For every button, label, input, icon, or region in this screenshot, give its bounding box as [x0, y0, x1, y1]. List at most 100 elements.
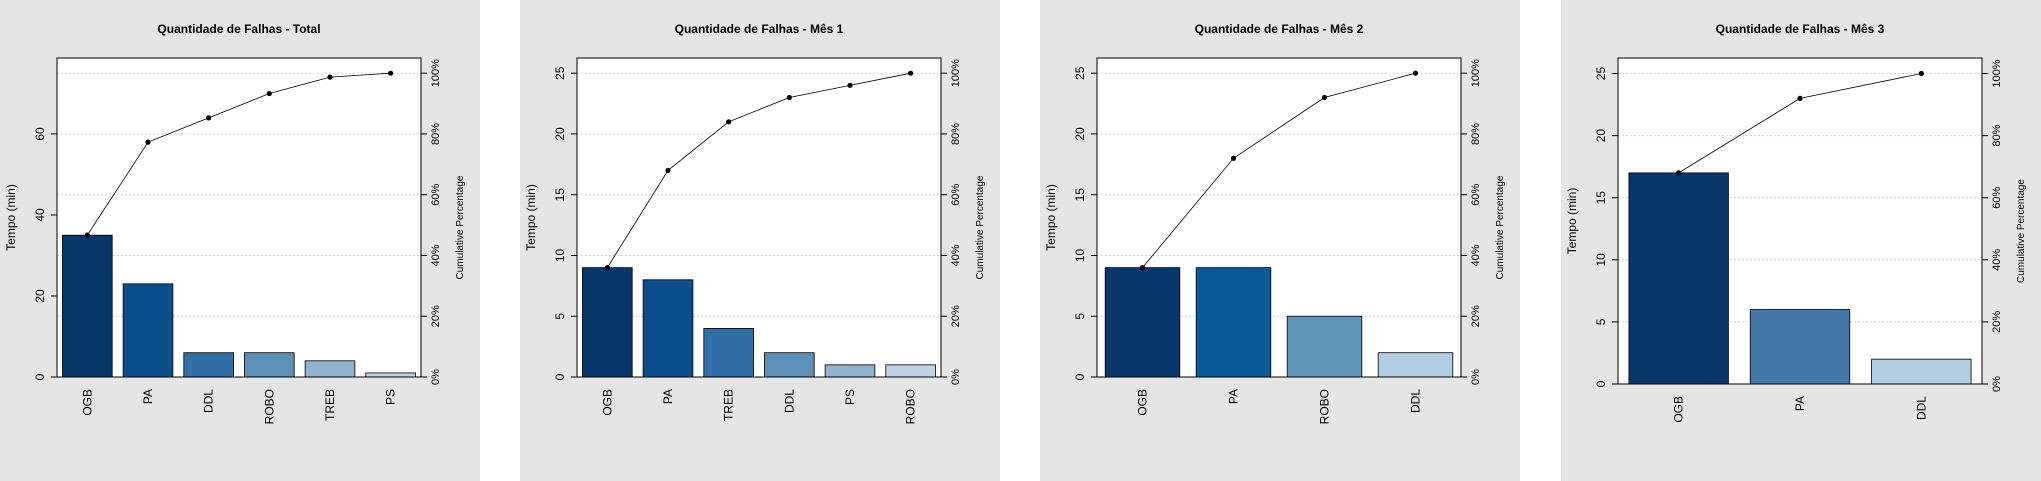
- x-tick-label: ROBO: [1318, 389, 1332, 424]
- chart-title: Quantidade de Falhas - Mês 1: [675, 22, 844, 36]
- y2-tick-label: 0%: [950, 369, 962, 385]
- y-tick-label: 25: [553, 66, 567, 80]
- x-tick-label: DDL: [1409, 389, 1423, 413]
- cumulative-point-ps: [847, 82, 853, 88]
- cumulative-point-ddl: [206, 115, 212, 121]
- chart-mes-1: 0 5 10 15 20 25 0% 20% 40% 60% 80% 100% OGB PA TREB DDL…: [524, 22, 986, 424]
- chart-panel-mes-3: 0 5 10 15 20 25 0% 20% 40% 60% 80% 100% OGB PA DDL Quan…: [1561, 0, 2041, 481]
- chart-total: 0 20 40 60 0% 20% 40% 60% 80% 100% OGB PA DDL ROBO TRE…: [4, 22, 466, 424]
- cumulative-point-ps: [388, 70, 394, 76]
- y-axis-label: Tempo (min): [1565, 188, 1579, 255]
- x-tick-label: DDL: [1914, 396, 1928, 420]
- bar-robo: [885, 364, 936, 378]
- y2-axis-label: Cumulative Percentage: [455, 175, 466, 279]
- y-tick-label: 15: [1073, 188, 1087, 202]
- plot-frame: [1096, 57, 1462, 378]
- y-tick-label: 20: [33, 289, 47, 303]
- x-tick-label: OGB: [600, 389, 614, 416]
- y2-axis-label: Cumulative Percentage: [1495, 175, 1506, 279]
- y2-tick-label: 80%: [430, 123, 442, 145]
- x-tick-label: PA: [1793, 396, 1807, 411]
- chart-panel-total: 0 20 40 60 0% 20% 40% 60% 80% 100% OGB PA DDL ROBO TRE…: [0, 0, 480, 481]
- chart-mes-3: 0 5 10 15 20 25 0% 20% 40% 60% 80% 100% OGB PA DDL Quan…: [1565, 22, 2027, 423]
- y-tick-label: 20: [1594, 129, 1608, 143]
- y2-tick-label: 40%: [950, 244, 962, 266]
- y2-tick-label: 20%: [1470, 305, 1482, 327]
- plot-frame: [1617, 57, 1983, 385]
- x-tick-label: ROBO: [904, 389, 918, 424]
- cumulative-point-robo: [266, 90, 272, 97]
- y-tick-label: 10: [1594, 253, 1608, 267]
- bar-ogb: [1104, 267, 1181, 378]
- bar-pa: [642, 279, 694, 378]
- y-axis-label: Tempo (min): [1044, 184, 1058, 251]
- y-tick-label: 5: [553, 313, 567, 320]
- bar-ogb: [62, 234, 113, 378]
- y-tick-label: 40: [33, 208, 47, 222]
- cumulative-point-pa: [145, 139, 151, 145]
- cumulative-point-ddl: [786, 94, 792, 101]
- cumulative-point-ogb: [84, 232, 90, 238]
- bar-ddl: [183, 352, 234, 378]
- x-tick-label: PA: [141, 389, 155, 404]
- bar-ddl: [764, 352, 815, 378]
- y2-tick-label: 20%: [1991, 311, 2003, 333]
- y-tick-label: 5: [1073, 313, 1087, 320]
- y-tick-label: 15: [553, 188, 567, 202]
- y-tick-label: 0: [33, 373, 47, 380]
- y-tick-label: 0: [553, 373, 567, 380]
- cumulative-point-pa: [1230, 155, 1237, 161]
- bar-treb: [703, 327, 754, 378]
- plot-area: [577, 58, 941, 377]
- x-tick-label: PS: [843, 389, 857, 405]
- x-tick-label: PA: [1227, 389, 1241, 404]
- y-tick-label: 20: [1073, 127, 1087, 141]
- cumulative-line: [606, 72, 911, 268]
- y2-axis-label: Cumulative Percentage: [2016, 179, 2027, 283]
- bar-pa: [122, 283, 174, 378]
- x-tick-label: OGB: [80, 389, 94, 416]
- x-tick-label: DDL: [202, 389, 216, 413]
- x-tick-label: PA: [661, 389, 675, 404]
- y2-tick-label: 60%: [430, 183, 442, 205]
- cumulative-point-robo: [1321, 94, 1328, 101]
- y2-tick-label: 60%: [1991, 186, 2003, 208]
- cumulative-point-pa: [665, 167, 671, 174]
- plot-frame: [576, 57, 942, 378]
- y2-tick-label: 40%: [1991, 249, 2003, 271]
- y2-tick-label: 40%: [1470, 244, 1482, 266]
- y2-tick-label: 80%: [1470, 123, 1482, 145]
- y2-tick-label: 40%: [430, 244, 442, 266]
- bar-pa: [1195, 267, 1272, 378]
- y-tick-label: 25: [1073, 66, 1087, 80]
- cumulative-point-pa: [1797, 95, 1803, 101]
- y2-tick-label: 20%: [950, 305, 962, 327]
- bar-ddl: [1871, 358, 1972, 385]
- y-axis-label: Tempo (min): [524, 184, 538, 251]
- y2-tick-label: 100%: [950, 59, 962, 87]
- y2-tick-label: 0%: [1991, 376, 2003, 392]
- cumulative-point-ogb: [1676, 170, 1682, 176]
- chart-title: Quantidade de Falhas - Mês 3: [1716, 22, 1885, 36]
- cumulative-line: [86, 72, 391, 236]
- cumulative-point-treb: [726, 119, 732, 125]
- y2-tick-label: 100%: [1991, 59, 2003, 87]
- bar-pa: [1749, 309, 1851, 385]
- y2-tick-label: 20%: [430, 305, 442, 327]
- y2-tick-label: 60%: [1470, 183, 1482, 205]
- y-tick-label: 10: [553, 248, 567, 262]
- chart-title: Quantidade de Falhas - Mês 2: [1195, 22, 1364, 36]
- bar-ogb: [1628, 172, 1729, 385]
- chart-mes-2: 0 5 10 15 20 25 0% 20% 40% 60% 80% 100% OGB PA ROBO DDL…: [1044, 22, 1506, 424]
- x-tick-label: TREB: [722, 389, 736, 421]
- y2-tick-label: 0%: [430, 369, 442, 385]
- bar-robo: [244, 352, 295, 378]
- y-tick-label: 20: [553, 127, 567, 141]
- x-tick-label: ROBO: [262, 389, 276, 424]
- x-tick-label: OGB: [1136, 389, 1150, 416]
- bar-ps: [365, 372, 416, 378]
- y2-tick-label: 100%: [430, 59, 442, 87]
- bar-ps: [824, 364, 876, 378]
- y2-tick-label: 0%: [1470, 369, 1482, 385]
- y2-tick-label: 80%: [1991, 124, 2003, 146]
